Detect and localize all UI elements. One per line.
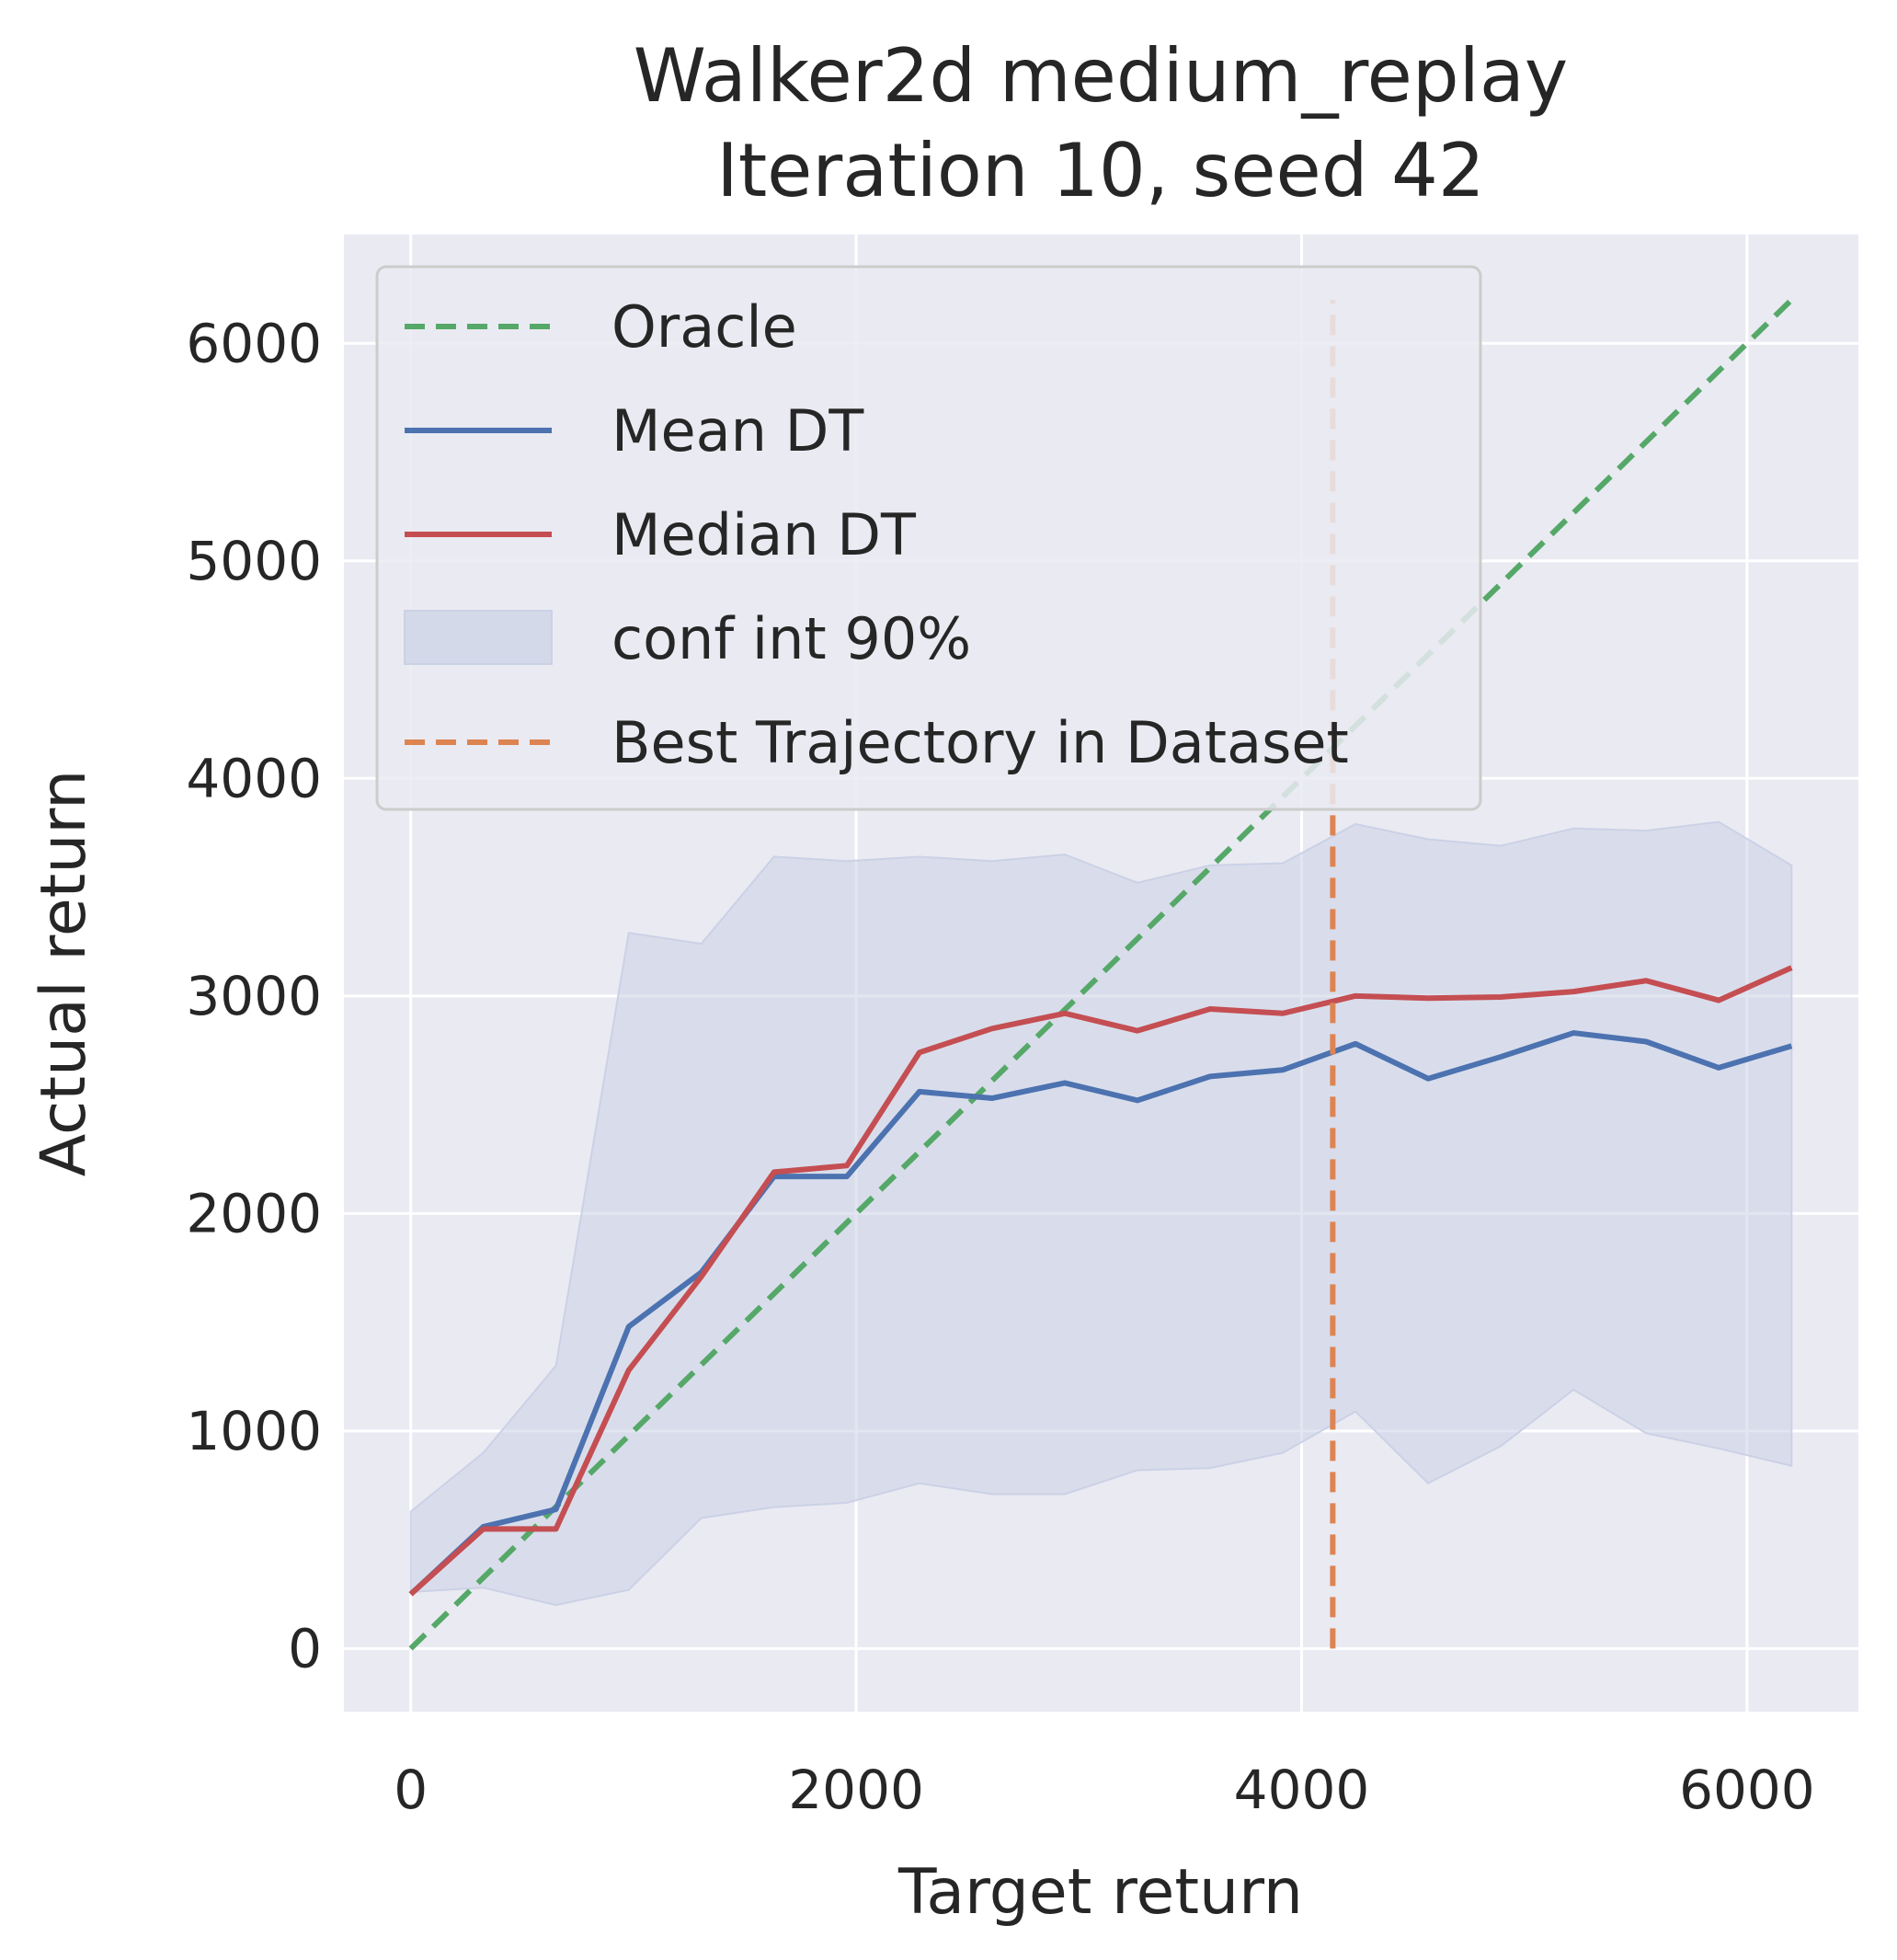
mean-dt-line [408, 1030, 1793, 1597]
legend-conf-swatch [404, 610, 553, 665]
legend-conf-label: conf int 90% [611, 605, 971, 672]
conf-int-area [409, 820, 1793, 1607]
legend: Oracle Mean DT Median DT conf int 90% Be… [375, 265, 1482, 811]
y-axis-title: Actual return [28, 770, 100, 1177]
y-tick-label: 2000 [186, 1182, 322, 1244]
x-tick-label: 6000 [1679, 1759, 1815, 1821]
y-tick-label: 1000 [186, 1400, 322, 1462]
legend-box [375, 265, 1482, 811]
x-axis-title: Target return [897, 1856, 1303, 1929]
oracle-line [408, 297, 1794, 1651]
median-dt-line [408, 965, 1793, 1597]
conf-int-band [409, 820, 1793, 1607]
y-tick-label: 0 [288, 1617, 322, 1679]
legend-mean-label: Mean DT [611, 397, 864, 464]
y-tick-label: 6000 [186, 312, 322, 374]
y-tick-labels: 0 1000 2000 3000 4000 5000 6000 [186, 312, 322, 1679]
x-tick-label: 2000 [788, 1759, 924, 1821]
y-tick-label: 5000 [186, 530, 322, 592]
x-tick-labels: 0 2000 4000 6000 [394, 1759, 1814, 1821]
legend-oracle-label: Oracle [611, 293, 797, 361]
series-lines [408, 297, 1794, 1651]
y-tick-label: 4000 [186, 747, 322, 809]
legend-median-label: Median DT [611, 501, 917, 568]
x-tick-label: 4000 [1234, 1759, 1370, 1821]
y-tick-label: 3000 [186, 965, 322, 1027]
chart-title-line-2: Iteration 10, seed 42 [716, 128, 1485, 213]
chart-title-line-1: Walker2d medium_replay [634, 33, 1568, 119]
x-tick-label: 0 [394, 1759, 428, 1821]
legend-best-label: Best Trajectory in Dataset [611, 709, 1349, 776]
